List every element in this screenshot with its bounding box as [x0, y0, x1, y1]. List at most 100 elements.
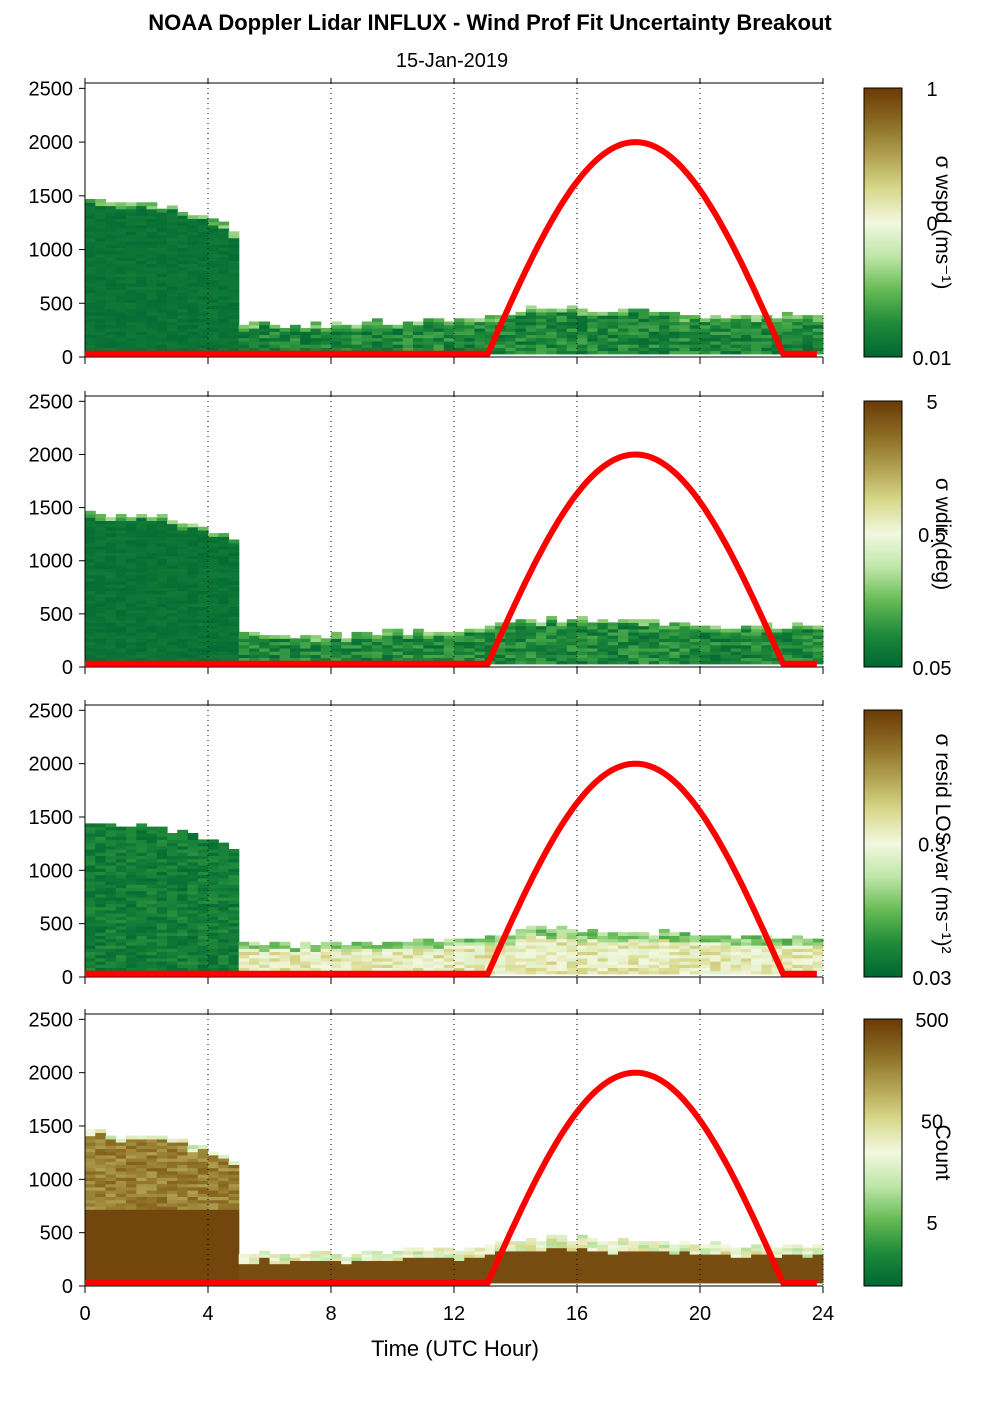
heatmap-cell: [136, 619, 148, 623]
heatmap-cell: [484, 941, 496, 946]
heatmap-cell: [423, 1270, 435, 1274]
heatmap-cell: [279, 1257, 291, 1261]
heatmap-cell: [136, 526, 148, 531]
heatmap-cell: [638, 644, 650, 649]
heatmap-cell: [218, 1193, 230, 1197]
heatmap-cell: [197, 302, 209, 306]
heatmap-cell: [259, 1260, 270, 1265]
heatmap-cell: [669, 957, 681, 962]
heatmap-cell: [802, 324, 814, 329]
heatmap-cell: [249, 635, 260, 639]
heatmap-cell: [208, 289, 219, 294]
heatmap-cell: [126, 826, 137, 831]
heatmap-cell: [187, 1257, 199, 1261]
heatmap-cell: [136, 858, 148, 863]
heatmap-cell: [156, 1238, 168, 1242]
heatmap-cell: [126, 1250, 137, 1255]
heatmap-cell: [177, 1183, 189, 1188]
heatmap-cell: [85, 628, 96, 633]
heatmap-cell: [85, 644, 96, 649]
heatmap-cell: [782, 340, 793, 345]
heatmap-cell: [156, 858, 168, 863]
heatmap-cell: [597, 941, 609, 946]
heatmap-cell: [310, 1260, 322, 1265]
heatmap-cell: [361, 948, 373, 952]
heatmap-cell: [382, 644, 393, 649]
heatmap-cell: [382, 1260, 393, 1265]
heatmap-cell: [228, 1209, 240, 1213]
heatmap-cell: [115, 1222, 127, 1226]
heatmap-cell: [105, 868, 117, 872]
heatmap-cell: [218, 308, 230, 313]
heatmap-cell: [136, 845, 148, 850]
heatmap-cell: [546, 344, 558, 348]
heatmap-cell: [607, 328, 619, 332]
heatmap-cell: [177, 855, 189, 860]
heatmap-cell: [628, 628, 640, 633]
heatmap-cell: [269, 328, 281, 332]
heatmap-cell: [249, 324, 260, 329]
heatmap-cell: [341, 657, 352, 662]
heatmap-cell: [95, 967, 107, 972]
heatmap-cell: [556, 935, 568, 940]
heatmap-cell: [423, 1263, 435, 1268]
heatmap-cell: [679, 321, 691, 326]
heatmap-cell: [187, 324, 199, 329]
heatmap-cell: [259, 344, 270, 348]
heatmap-cell: [536, 628, 547, 633]
heatmap-cell: [95, 919, 107, 924]
heatmap-cell: [136, 1247, 148, 1252]
heatmap-cell: [115, 577, 127, 582]
heatmap-cell: [136, 1167, 148, 1172]
y-tick-label: 2500: [29, 391, 74, 413]
heatmap-cell: [618, 941, 629, 946]
heatmap-cell: [812, 970, 824, 975]
heatmap-cell: [167, 1228, 178, 1233]
heatmap-cell: [197, 542, 209, 547]
heatmap-cell: [197, 593, 209, 598]
heatmap-cell: [167, 318, 178, 323]
heatmap-cell: [392, 654, 404, 658]
heatmap-cell: [177, 253, 189, 258]
heatmap-cell: [751, 635, 762, 639]
heatmap-cell: [208, 913, 219, 917]
heatmap-cell: [320, 638, 332, 643]
heatmap-cell: [597, 350, 609, 355]
heatmap-cell: [126, 1215, 137, 1220]
heatmap-cell: [659, 628, 670, 633]
heatmap-cell: [95, 916, 107, 920]
heatmap-cell: [238, 347, 250, 352]
heatmap-cell: [372, 967, 383, 972]
heatmap-cell: [105, 1225, 117, 1229]
heatmap-cell: [290, 337, 301, 342]
heatmap-cell: [741, 654, 752, 658]
heatmap-cell: [218, 1228, 230, 1233]
heatmap-cell: [218, 638, 230, 643]
heatmap-cell: [474, 344, 486, 348]
heatmap-cell: [689, 657, 701, 662]
heatmap-cell: [156, 906, 168, 911]
heatmap-cell: [95, 1174, 107, 1178]
heatmap-cell: [269, 331, 281, 335]
heatmap-cell: [218, 289, 230, 294]
heatmap-cell: [126, 842, 137, 847]
heatmap-cell: [402, 324, 414, 329]
heatmap-cell: [577, 657, 588, 662]
heatmap-cell: [392, 954, 404, 959]
heatmap-cell: [300, 1263, 311, 1268]
heatmap-cell: [115, 651, 127, 655]
heatmap-cell: [187, 1145, 199, 1149]
heatmap-cell: [515, 932, 527, 936]
heatmap-cell: [187, 913, 199, 917]
heatmap-cell: [566, 318, 578, 323]
heatmap-cell: [792, 631, 803, 636]
heatmap-cell: [351, 948, 363, 952]
heatmap-cell: [792, 938, 803, 943]
heatmap-cell: [556, 948, 568, 952]
heatmap-cell: [156, 1263, 168, 1268]
heatmap-cell: [105, 1234, 117, 1239]
heatmap-cell: [474, 941, 486, 946]
heatmap-cell: [208, 855, 219, 860]
heatmap-cell: [177, 932, 189, 936]
y-tick-label: 1500: [29, 807, 74, 829]
